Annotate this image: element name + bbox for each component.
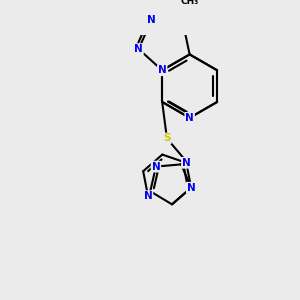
Text: N: N xyxy=(144,191,152,201)
Text: N: N xyxy=(185,113,194,123)
Text: N: N xyxy=(134,44,143,54)
Text: N: N xyxy=(182,158,190,168)
Text: N: N xyxy=(152,162,160,172)
Text: S: S xyxy=(163,134,171,143)
Text: N: N xyxy=(158,65,167,75)
Text: N: N xyxy=(187,183,196,193)
Text: N: N xyxy=(147,15,156,25)
Text: CH₃: CH₃ xyxy=(181,0,199,6)
